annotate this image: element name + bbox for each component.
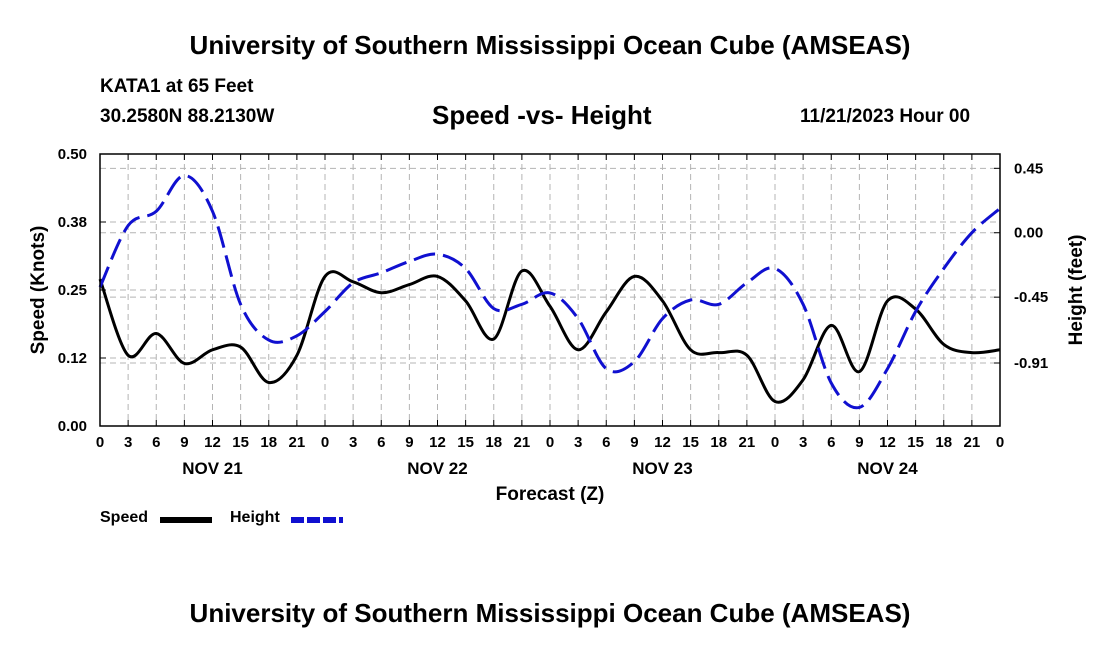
main-title: University of Southern Mississippi Ocean… bbox=[189, 30, 911, 60]
x-tick-label: 18 bbox=[485, 434, 502, 451]
x-tick-label: 0 bbox=[996, 434, 1004, 451]
y-tick-label: 0.50 bbox=[58, 146, 87, 163]
x-tick-label: 9 bbox=[855, 434, 863, 451]
x-tick-label: 15 bbox=[457, 434, 474, 451]
y-tick-label: 0.25 bbox=[58, 282, 87, 299]
x-axis-label: Forecast (Z) bbox=[496, 484, 605, 505]
x-tick-label: 0 bbox=[771, 434, 779, 451]
y2-tick-label: 0.00 bbox=[1014, 225, 1043, 242]
day-label: NOV 22 bbox=[407, 459, 467, 478]
x-tick-label: 9 bbox=[180, 434, 188, 451]
series-line-height bbox=[98, 174, 1001, 410]
x-tick-label: 18 bbox=[935, 434, 952, 451]
y2-tick-label: -0.91 bbox=[1014, 355, 1048, 372]
x-tick-label: 3 bbox=[799, 434, 807, 451]
x-tick-label: 12 bbox=[879, 434, 896, 451]
x-tick-label: 3 bbox=[574, 434, 582, 451]
x-tick-label: 12 bbox=[654, 434, 671, 451]
footer-title: University of Southern Mississippi Ocean… bbox=[189, 598, 911, 628]
y-tick-label: 0.00 bbox=[58, 418, 87, 435]
legend-speed-label: Speed bbox=[100, 509, 149, 526]
x-tick-label: 18 bbox=[260, 434, 277, 451]
y-axis-label: Speed (Knots) bbox=[28, 226, 49, 355]
x-tick-label: 6 bbox=[377, 434, 385, 451]
x-tick-label: 9 bbox=[405, 434, 413, 451]
x-tick-label: 3 bbox=[124, 434, 132, 451]
x-tick-label: 0 bbox=[321, 434, 329, 451]
chart-title: Speed -vs- Height bbox=[432, 100, 652, 130]
day-label: NOV 24 bbox=[857, 459, 918, 478]
station-label: KATA1 at 65 Feet bbox=[100, 76, 254, 97]
forecast-datetime: 11/21/2023 Hour 00 bbox=[800, 106, 971, 127]
legend-height-swatch bbox=[291, 517, 343, 523]
x-tick-label: 21 bbox=[964, 434, 981, 451]
y2-axis-label: Height (feet) bbox=[1066, 235, 1087, 346]
x-tick-label: 12 bbox=[429, 434, 446, 451]
x-tick-label: 15 bbox=[907, 434, 924, 451]
x-tick-label: 21 bbox=[739, 434, 756, 451]
y2-tick-label: -0.45 bbox=[1014, 289, 1048, 306]
grid-lines bbox=[100, 154, 1000, 426]
x-tick-label: 9 bbox=[630, 434, 638, 451]
series-line-speed bbox=[98, 268, 1001, 404]
x-tick-label: 6 bbox=[152, 434, 160, 451]
legend-speed-swatch bbox=[160, 517, 212, 523]
x-tick-label: 6 bbox=[602, 434, 610, 451]
x-tick-label: 18 bbox=[710, 434, 727, 451]
x-tick-label: 0 bbox=[96, 434, 104, 451]
axes: 0 3 6 9 12 15 18 21 0 3 6 9 12 15 18 21 0 3 6 9 12 15 18 21 0 3 6 9… bbox=[58, 146, 1048, 478]
legend-height-label: Height bbox=[230, 509, 280, 526]
x-tick-label: 21 bbox=[289, 434, 306, 451]
day-label: NOV 23 bbox=[632, 459, 692, 478]
station-coordinates: 30.2580N 88.2130W bbox=[100, 106, 275, 127]
y-tick-label: 0.38 bbox=[58, 214, 87, 231]
x-tick-label: 21 bbox=[514, 434, 531, 451]
x-tick-label: 12 bbox=[204, 434, 221, 451]
x-tick-label: 15 bbox=[232, 434, 249, 451]
x-tick-label: 3 bbox=[349, 434, 357, 451]
y2-tick-label: 0.45 bbox=[1014, 160, 1043, 177]
x-tick-label: 15 bbox=[682, 434, 699, 451]
series-lines bbox=[98, 174, 1001, 410]
x-tick-label: 6 bbox=[827, 434, 835, 451]
x-tick-label: 0 bbox=[546, 434, 554, 451]
day-label: NOV 21 bbox=[182, 459, 242, 478]
y-tick-label: 0.12 bbox=[58, 350, 87, 367]
